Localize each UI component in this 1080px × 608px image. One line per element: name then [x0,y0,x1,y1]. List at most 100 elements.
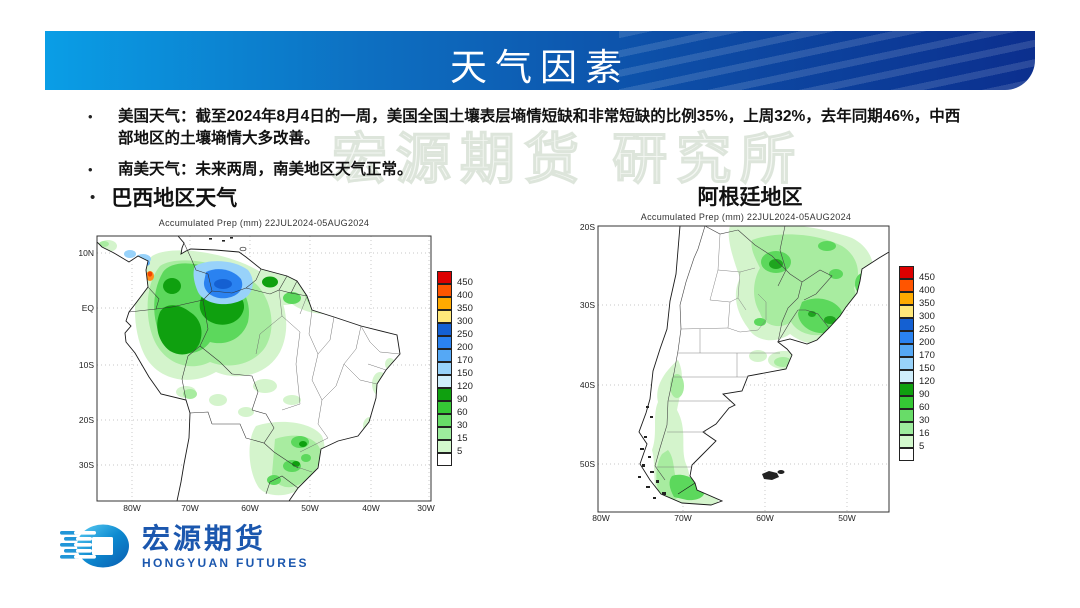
brazil-axis-labels: 10N EQ 10S 20S 30S 80W 70W 60W 50W 40W 3… [78,248,434,513]
legend-row: 450 [899,265,935,283]
province-borders [655,233,780,468]
svg-text:60W: 60W [756,513,773,522]
legend-label: 250 [457,329,473,340]
legend-row: 120 [437,374,473,392]
legend-swatch [437,426,452,440]
legend-row: 170 [437,348,473,366]
bullet-dot: • [90,188,96,206]
legend-swatch [899,447,914,461]
legend-label: 300 [919,311,935,322]
legend-row: 200 [437,335,473,353]
argentina-map-body [638,226,889,506]
brazil-section-heading: • 巴西地区天气 [90,182,237,212]
svg-text:EQ: EQ [82,303,95,313]
svg-text:40S: 40S [580,380,595,390]
legend-label: 300 [457,316,473,327]
banner-stripes-decoration [619,31,1035,90]
legend-row: 250 [899,317,935,335]
legend-swatch [437,361,452,375]
legend-row: 120 [899,369,935,387]
logo-globe-icon [60,524,129,568]
legend-row: 250 [437,322,473,340]
legend-label: 450 [457,277,473,288]
country-borders [654,226,833,481]
logo-english-name: HONGYUAN FUTURES [142,555,309,570]
legend-row: 400 [899,278,935,296]
legend-swatch [899,330,914,344]
argentina-section-heading: 阿根廷地区 [697,186,803,209]
svg-text:70W: 70W [674,513,691,522]
svg-text:10S: 10S [79,360,94,370]
legend-label: 30 [919,415,930,426]
svg-text:70W: 70W [181,503,198,513]
legend-swatch [899,369,914,383]
legend-row: 350 [899,291,935,309]
legend-swatch [899,278,914,292]
legend-label: 90 [919,389,930,400]
bullet-south-america-weather-text: 南美天气：未来两周，南美地区天气正常。 [118,161,413,178]
svg-text:50W: 50W [301,503,318,513]
bullet-us-weather-text: 美国天气：截至2024年8月4日的一周，美国全国土壤表层墒情短缺和非常短缺的比例… [118,108,961,147]
legend-swatch [437,296,452,310]
legend-row: 200 [899,330,935,348]
legend-swatch [437,335,452,349]
hongyuan-futures-logo: 宏源期货 HONGYUAN FUTURES [60,522,309,572]
legend-row: 150 [437,361,473,379]
legend-swatch [437,439,452,453]
svg-text:50S: 50S [580,459,595,469]
legend-label: 350 [457,303,473,314]
legend-label: 60 [919,402,930,413]
legend-swatch [437,322,452,336]
legend-label: 60 [457,407,468,418]
brazil-map-body [97,236,401,501]
brazil-color-legend: 450 400 350 300 250 200 170 150 120 90 60 30 15 5 [437,270,473,466]
legend-label: 120 [457,381,473,392]
bullet-dot: • [88,162,93,177]
legend-swatch [437,283,452,297]
legend-swatch [899,304,914,318]
svg-text:30S: 30S [580,300,595,310]
brazil-heading-label: 巴西地区天气 [111,187,238,210]
svg-text:30W: 30W [417,503,434,513]
svg-text:60W: 60W [241,503,258,513]
legend-row [899,447,935,461]
argentina-map-title: Accumulated Prep (mm) 22JUL2024-05AUG202… [641,212,851,222]
brazil-precipitation-map: Accumulated Prep (mm) 22JUL2024-05AUG202… [78,218,434,513]
legend-row: 90 [437,387,473,405]
legend-label: 250 [919,324,935,335]
page-title: 天气因素 [450,48,630,89]
legend-swatch [899,395,914,409]
svg-text:50W: 50W [838,513,855,522]
svg-text:80W: 80W [123,503,140,513]
legend-label: 170 [457,355,473,366]
legend-label: 200 [457,342,473,353]
legend-swatch [899,265,914,279]
svg-text:20S: 20S [79,415,94,425]
svg-text:40W: 40W [362,503,379,513]
legend-row: 300 [437,309,473,327]
legend-swatch [899,408,914,422]
fjord-islands [638,406,666,499]
country-borders [128,242,308,495]
header-banner: 天气因素 [45,31,1035,90]
legend-row: 150 [899,356,935,374]
falkland-islands [762,470,785,480]
legend-swatch [437,374,452,388]
legend-label: 120 [919,376,935,387]
legend-label: 170 [919,350,935,361]
legend-label: 16 [919,428,930,439]
argentina-color-legend: 450 400 350 300 250 200 170 150 120 90 60 30 16 5 [899,265,935,461]
legend-label: 450 [919,272,935,283]
bullet-dot: • [88,109,93,124]
legend-label: 150 [457,368,473,379]
legend-label: 5 [919,441,925,452]
logo-chinese-name: 宏源期货 [142,523,267,555]
legend-row: 60 [899,395,935,413]
svg-text:30S: 30S [79,460,94,470]
legend-row: 450 [437,270,473,288]
legend-swatch [437,270,452,284]
legend-row: 90 [899,382,935,400]
legend-row [437,452,473,466]
watermark-text: 宏源期货 研究所 [331,127,805,190]
